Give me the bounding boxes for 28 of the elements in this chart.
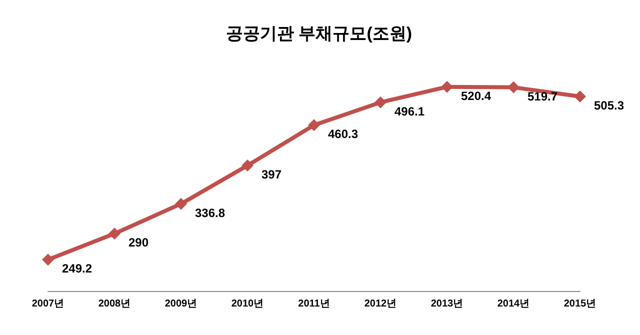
point bbox=[574, 90, 586, 102]
data-label: 249.2 bbox=[62, 262, 92, 276]
point bbox=[374, 96, 386, 108]
x-tick-label: 2011년 bbox=[298, 298, 330, 310]
x-tick-label: 2012년 bbox=[364, 298, 397, 310]
x-tick-label: 2013년 bbox=[430, 298, 464, 310]
data-label: 290 bbox=[128, 236, 149, 250]
data-label: 496.1 bbox=[394, 104, 425, 118]
data-label: 397 bbox=[262, 167, 282, 182]
x-tick-label: 2014년 bbox=[497, 298, 530, 310]
x-tick-label: 2010년 bbox=[231, 298, 264, 310]
x-tick-label: 2008년 bbox=[98, 298, 131, 310]
point bbox=[42, 254, 54, 266]
point bbox=[441, 80, 453, 93]
point bbox=[108, 228, 120, 240]
data-label: 519.7 bbox=[528, 89, 558, 104]
x-tick-label: 2007년 bbox=[32, 298, 64, 310]
x-tick-label: 2015년 bbox=[564, 298, 596, 310]
point bbox=[508, 81, 520, 94]
point bbox=[175, 198, 187, 210]
point bbox=[242, 159, 254, 172]
chart-title: 공공기관 부채규모(조원) bbox=[226, 24, 412, 43]
data-label: 520.4 bbox=[461, 88, 492, 103]
x-tick-label: 2009년 bbox=[164, 298, 198, 310]
data-label: 460.3 bbox=[328, 127, 358, 142]
data-label: 336.8 bbox=[195, 206, 226, 220]
point bbox=[308, 119, 320, 132]
data-label: 505.3 bbox=[594, 98, 624, 112]
